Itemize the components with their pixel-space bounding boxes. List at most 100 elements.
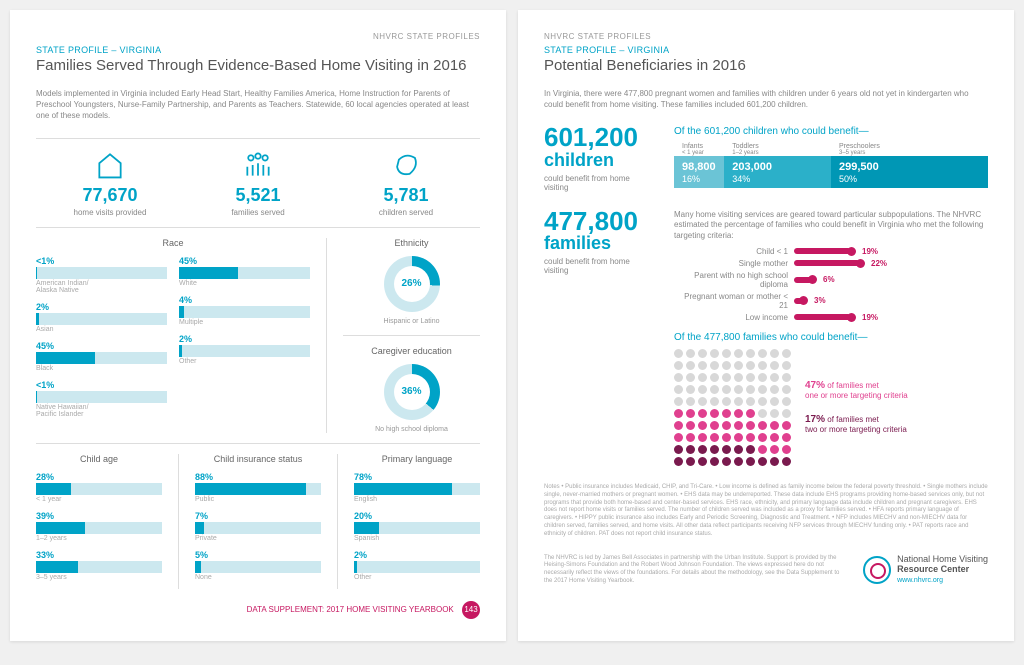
intro-text: In Virginia, there were 477,800 pregnant…: [544, 88, 988, 110]
dot: [758, 385, 767, 394]
dot: [674, 349, 683, 358]
bar-pct: 45%: [36, 341, 167, 351]
dot: [746, 373, 755, 382]
dot: [746, 397, 755, 406]
dot: [746, 361, 755, 370]
dot: [722, 373, 731, 382]
dot: [734, 349, 743, 358]
bar-item: 4%Multiple: [179, 295, 310, 326]
dot-label-a: 47% of families metone or more targeting…: [805, 380, 908, 400]
dot: [674, 361, 683, 370]
dot: [746, 433, 755, 442]
dot: [710, 445, 719, 454]
category: STATE PROFILE – VIRGINIA: [36, 45, 480, 55]
section-title-race: Race: [36, 238, 310, 248]
dot: [686, 373, 695, 382]
criteria-intro: Many home visiting services are geared t…: [674, 210, 988, 241]
bar-item: 20%Spanish: [354, 511, 480, 542]
bar-item: <1%American Indian/Alaska Native: [36, 256, 167, 294]
children-word: children: [544, 150, 654, 171]
dot: [782, 397, 791, 406]
dot: [770, 385, 779, 394]
dot: [686, 361, 695, 370]
stat-icon: [332, 149, 480, 181]
ethnicity-donut: 26%: [384, 256, 440, 312]
section-title-lang: Primary language: [354, 454, 480, 464]
dot: [686, 385, 695, 394]
dot: [698, 373, 707, 382]
dot: [686, 433, 695, 442]
stat-label: home visits provided: [36, 208, 184, 217]
dot: [770, 433, 779, 442]
children-section: 601,200 children could benefit from home…: [544, 126, 988, 191]
bar-label: Public: [195, 496, 321, 503]
children-number: 601,200: [544, 126, 654, 149]
dot: [710, 433, 719, 442]
bar-label: Other: [354, 574, 480, 581]
bar-label: Spanish: [354, 535, 480, 542]
dot: [758, 445, 767, 454]
bar-item: <1% Native Hawaiian/Pacific Islander: [36, 380, 167, 418]
dot: [782, 421, 791, 430]
dot: [710, 409, 719, 418]
bar-pct: <1%: [36, 256, 167, 266]
bar-item: 39% 1–2 years: [36, 511, 162, 542]
dot: [698, 349, 707, 358]
page-title: Potential Beneficiaries in 2016: [544, 57, 988, 74]
dot: [782, 457, 791, 466]
dot: [758, 421, 767, 430]
stat-label: children served: [332, 208, 480, 217]
dot: [770, 349, 779, 358]
bar-pct: 39%: [36, 511, 162, 521]
bar-pct: 88%: [195, 472, 321, 482]
bar-label: Private: [195, 535, 321, 542]
page-title: Families Served Through Evidence-Based H…: [36, 57, 480, 74]
bar-label: Other: [179, 358, 310, 365]
bar-item: 45% Black: [36, 341, 167, 372]
bar-pct: 2%: [354, 550, 480, 560]
dot: [674, 433, 683, 442]
bar-label: Native Hawaiian/Pacific Islander: [36, 404, 167, 418]
bar-pct: <1%: [36, 380, 167, 390]
dot: [734, 457, 743, 466]
dot: [722, 433, 731, 442]
dot: [782, 385, 791, 394]
dot: [746, 409, 755, 418]
families-number: 477,800: [544, 210, 654, 233]
dot: [698, 421, 707, 430]
families-word: families: [544, 233, 654, 254]
bar-item: 78%English: [354, 472, 480, 503]
dot: [734, 373, 743, 382]
families-desc: could benefit from home visiting: [544, 257, 654, 275]
bar-pct: 45%: [179, 256, 310, 266]
dot: [734, 385, 743, 394]
dot: [722, 397, 731, 406]
page-spread: NHVRC STATE PROFILES STATE PROFILE – VIR…: [10, 10, 1014, 641]
left-page: NHVRC STATE PROFILES STATE PROFILE – VIR…: [10, 10, 506, 641]
category: STATE PROFILE – VIRGINIA: [544, 45, 988, 55]
bar-pct: 5%: [195, 550, 321, 560]
bar-label: 1–2 years: [36, 535, 162, 542]
top-grid: Race <1%American Indian/Alaska Native2%A…: [36, 238, 480, 433]
dot: [782, 409, 791, 418]
dot: [722, 361, 731, 370]
dot: [722, 409, 731, 418]
stat: 5,781children served: [332, 149, 480, 217]
divider: [36, 138, 480, 139]
dot: [770, 361, 779, 370]
bar-label: Black: [36, 365, 167, 372]
dot: [674, 373, 683, 382]
dot-subhead: Of the 477,800 families who could benefi…: [674, 332, 988, 343]
dot: [734, 445, 743, 454]
dot-grid: [674, 349, 791, 466]
dot: [674, 409, 683, 418]
caregiver-donut: 36%: [384, 364, 440, 420]
bar-item: 2%Other: [179, 334, 310, 365]
dot: [710, 421, 719, 430]
age-table: 98,80016%203,00034%299,50050%: [674, 156, 988, 188]
dot: [722, 445, 731, 454]
dot: [782, 445, 791, 454]
bar-pct: 7%: [195, 511, 321, 521]
bar-item: 45%White: [179, 256, 310, 287]
dot: [770, 457, 779, 466]
